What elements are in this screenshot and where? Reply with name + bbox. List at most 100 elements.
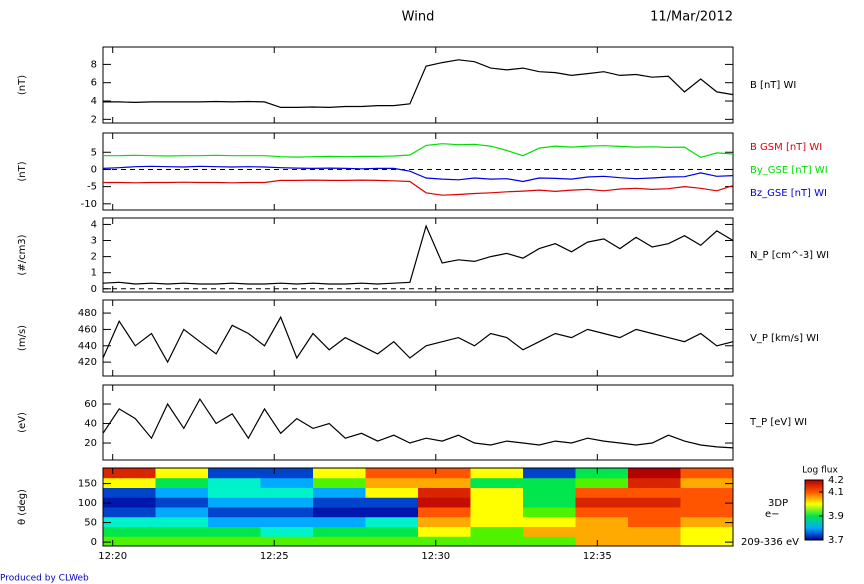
y-axis-label: θ (deg): [17, 489, 28, 525]
legend-label: B [nT] WI: [750, 80, 796, 91]
y-tick-label: 20: [84, 438, 97, 449]
heatmap-cell: [260, 536, 314, 547]
data-line: [102, 315, 734, 364]
y-tick-label: 100: [78, 498, 97, 509]
heatmap-cell: [313, 507, 366, 518]
colorbar-title: Log flux: [802, 466, 838, 476]
heatmap-cell: [470, 477, 524, 488]
legend-label: B GSM [nT] WI: [750, 142, 822, 153]
heatmap-cell: [680, 468, 734, 479]
heatmap-cell: [365, 468, 419, 479]
title: Wind: [402, 10, 435, 25]
colorbar-tick-label: 4.1: [828, 487, 844, 498]
heatmap-cell: [628, 507, 681, 518]
heatmap-cell: [260, 526, 314, 537]
heatmap-cell: [418, 516, 471, 527]
annotation: e−: [765, 509, 780, 520]
heatmap-cell: [155, 487, 209, 498]
heatmap-cell: [155, 507, 209, 518]
heatmap-cell: [418, 526, 471, 537]
data-line: [102, 165, 734, 183]
data-line: [103, 143, 734, 159]
heatmap-cell: [365, 477, 419, 488]
data-line: [103, 179, 734, 196]
heatmap-cell: [155, 516, 209, 527]
colorbar: [804, 479, 824, 541]
heatmap-cell: [103, 536, 156, 547]
y-tick-label: 6: [91, 78, 97, 89]
heatmap-cell: [313, 536, 366, 547]
heatmap-cell: [208, 536, 261, 547]
y-tick-label: 40: [84, 419, 97, 430]
y-tick-label: 50: [84, 518, 97, 529]
heatmap-cell: [418, 507, 471, 518]
heatmap-cell: [313, 516, 366, 527]
heatmap-cell: [155, 536, 209, 547]
legend-label: T_P [eV] WI: [749, 417, 807, 428]
panel-frame: [102, 132, 734, 211]
heatmap-cell: [418, 536, 471, 547]
heatmap-cell: [103, 507, 156, 518]
y-tick-label: 420: [78, 357, 97, 368]
heatmap-cell: [365, 507, 419, 518]
heatmap-cell: [418, 497, 471, 508]
heatmap-cell: [680, 526, 734, 537]
y-tick-label: 0: [91, 284, 97, 295]
heatmap-cell: [470, 526, 524, 537]
legend-label: Bz_GSE [nT] WI: [750, 188, 827, 199]
heatmap-cell: [628, 526, 681, 537]
y-axis-label: (nT): [17, 161, 28, 181]
heatmap-cell: [365, 536, 419, 547]
heatmap-cell: [313, 487, 366, 498]
x-tick-label: 12:25: [260, 551, 289, 562]
heatmap-cell: [418, 468, 471, 479]
heatmap-cell: [260, 516, 314, 527]
heatmap-cell: [208, 516, 261, 527]
heatmap-cell: [470, 536, 524, 547]
y-tick-label: 2: [91, 114, 97, 125]
heatmap-cell: [155, 497, 209, 508]
heatmap-cell: [628, 497, 681, 508]
y-tick-label: 460: [78, 324, 97, 335]
heatmap-cell: [313, 468, 366, 479]
y-tick-label: 150: [78, 479, 97, 490]
y-axis-label: (#/cm3): [17, 234, 28, 275]
heatmap-cell: [523, 487, 576, 498]
heatmap-cell: [523, 516, 576, 527]
heatmap-cell: [470, 516, 524, 527]
y-axis-label: (m/s): [17, 325, 28, 351]
heatmap-cell: [470, 507, 524, 518]
heatmap-cell: [575, 516, 629, 527]
y-tick-label: 4: [91, 96, 97, 107]
heatmap-cell: [575, 536, 629, 547]
heatmap-cell: [208, 468, 261, 479]
heatmap-cell: [260, 507, 314, 518]
data-line: [103, 59, 734, 109]
heatmap-cell: [680, 477, 734, 488]
legend-label: N_P [cm^-3] WI: [750, 250, 829, 261]
heatmap-cell: [155, 526, 209, 537]
heatmap-cell: [470, 487, 524, 498]
heatmap-cell: [628, 516, 681, 527]
heatmap-cell: [628, 487, 681, 498]
heatmap-cell: [365, 487, 419, 498]
x-tick-label: 12:30: [421, 551, 450, 562]
heatmap-cell: [680, 516, 734, 527]
heatmap-cell: [365, 526, 419, 537]
y-tick-label: 8: [91, 59, 97, 70]
legend-label: V_P [km/s] WI: [750, 333, 819, 344]
annotation: 3DP: [768, 498, 788, 509]
y-tick-label: 5: [91, 147, 97, 158]
heatmap-cell: [103, 497, 156, 508]
heatmap-cell: [523, 497, 576, 508]
panel-frame: [102, 46, 734, 124]
colorbar-tick-label: 3.9: [828, 511, 844, 522]
date: 11/Mar/2012: [650, 10, 733, 25]
heatmap-cell: [523, 477, 576, 488]
heatmap-cell: [103, 526, 156, 537]
heatmap-cell: [628, 536, 681, 547]
y-axis-label: (nT): [17, 75, 28, 95]
panel-frame: [102, 299, 734, 377]
heatmap-cell: [523, 507, 576, 518]
x-tick-label: 12:20: [98, 551, 127, 562]
